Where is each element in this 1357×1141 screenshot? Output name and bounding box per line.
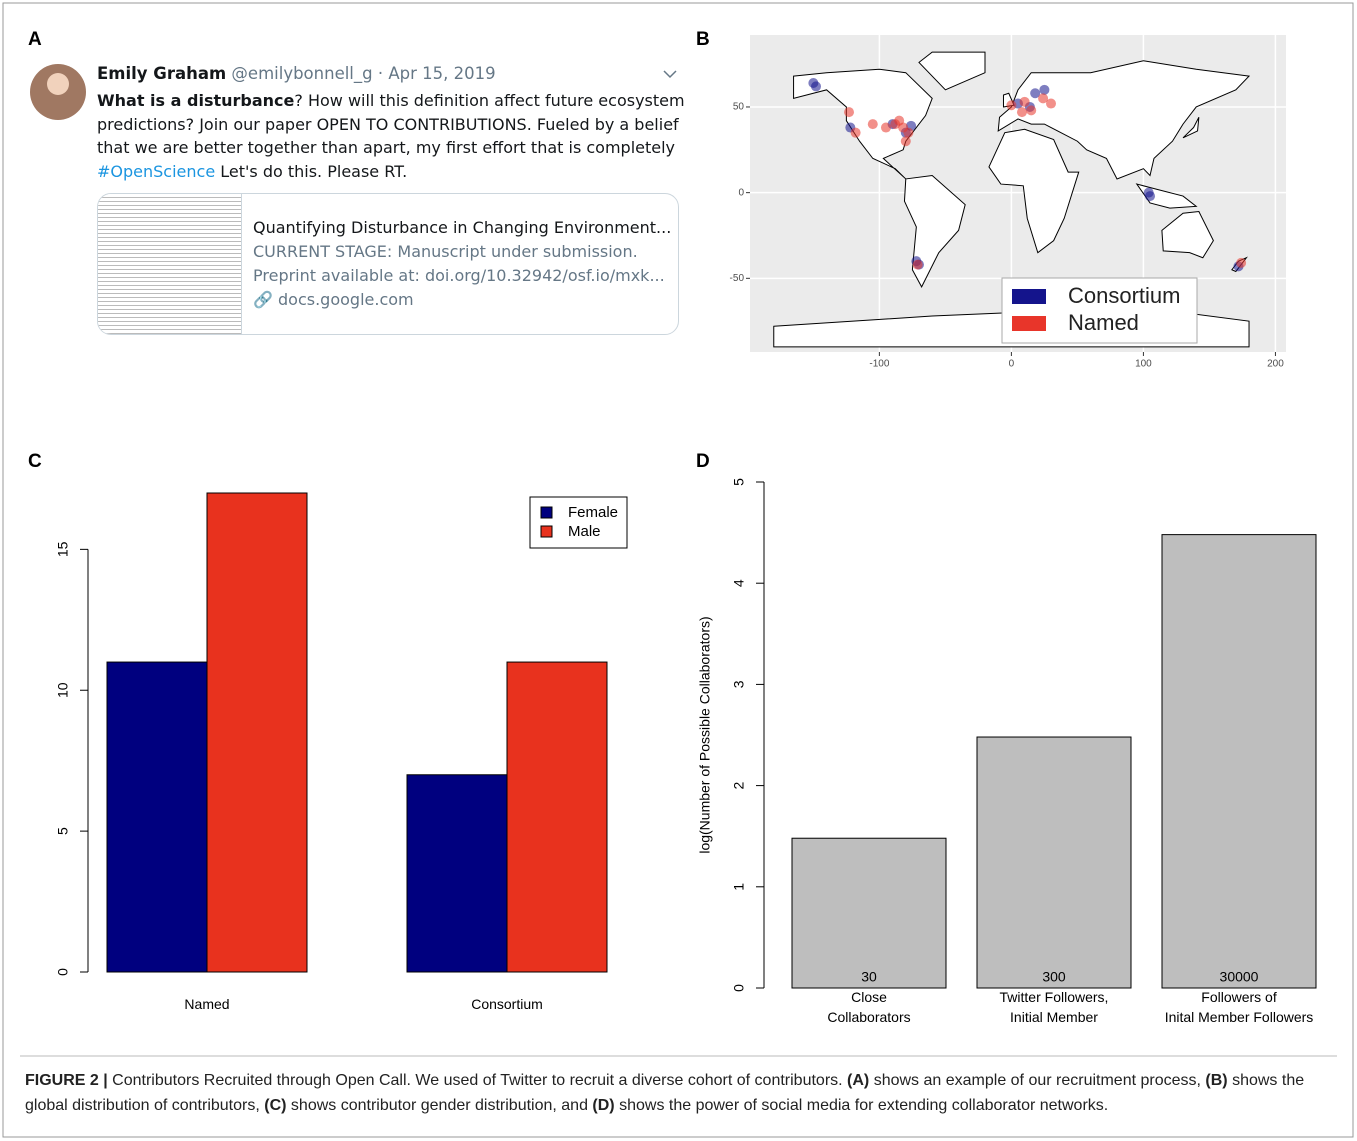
point (1144, 188, 1154, 198)
tweet-text: Let's do this. Please RT. (215, 162, 407, 181)
y-tick-label: 4 (731, 579, 747, 587)
bar (207, 493, 307, 972)
point (868, 119, 878, 129)
point (808, 78, 818, 88)
y-tick-label: 0 (731, 984, 747, 992)
point (901, 136, 911, 146)
x-tick-label: Twitter Followers, Initial Member (1000, 989, 1109, 1025)
point (903, 128, 913, 138)
x-tick-label: 200 (1267, 359, 1284, 370)
panel-label: A (28, 29, 42, 50)
y-tick-label: 1 (731, 883, 747, 891)
bar-count: 30000 (1220, 969, 1259, 985)
card-link: 🔗 docs.google.com (253, 288, 671, 312)
caption-text: (B) (1205, 1072, 1227, 1089)
tweet-header: Emily Graham @emilybonnell_g · Apr 15, 2… (97, 64, 496, 83)
bar-count: 30 (861, 969, 877, 985)
card-thumbnail (98, 194, 242, 334)
x-tick-label-line: Inital Member Followers (1165, 1009, 1314, 1025)
point (913, 260, 923, 270)
point (844, 107, 854, 117)
legend-swatch (541, 507, 552, 518)
legend-swatch (1012, 289, 1046, 304)
x-tick-label-line: Consortium (471, 996, 543, 1012)
panel-label: D (696, 451, 710, 472)
bar (107, 662, 207, 972)
x-tick-label: -100 (869, 359, 889, 370)
card-line: Preprint available at: doi.org/10.32942/… (253, 264, 671, 288)
x-tick-label-line: Close (851, 989, 887, 1005)
legend-label: Consortium (1068, 283, 1180, 308)
caption-text: Contributors Recruited through Open Call… (108, 1072, 847, 1089)
tweet-author: Emily Graham (97, 64, 226, 83)
bar (407, 775, 507, 972)
legend-swatch (541, 526, 552, 537)
point (1017, 107, 1027, 117)
tweet-text: #OpenScience (97, 162, 215, 181)
y-tick-label: 0 (738, 187, 744, 198)
x-tick-label-line: Named (184, 996, 229, 1012)
avatar-face (47, 73, 69, 95)
y-tick-label: 2 (731, 781, 747, 789)
point (1020, 97, 1030, 107)
x-tick-label: 100 (1135, 359, 1152, 370)
panel-label: B (696, 29, 710, 50)
legend-label: Female (568, 504, 618, 521)
bar (792, 838, 946, 988)
bar (977, 737, 1131, 988)
point (1006, 100, 1016, 110)
point (881, 123, 891, 133)
caption-text: shows contributor gender distribution, a… (286, 1097, 592, 1114)
y-axis-label: log(Number of Possible Collaborators) (697, 616, 713, 853)
legend-label: Named (1068, 310, 1139, 335)
card-text: Quantifying Disturbance in Changing Envi… (253, 216, 671, 312)
tweet-text: What is a disturbance (97, 91, 294, 110)
caption-text: (D) (592, 1097, 614, 1114)
caption-text: (A) (847, 1072, 869, 1089)
figure: A B C D -1000100200-50050ConsortiumNamed… (0, 0, 1357, 1141)
x-tick-label-line: Followers of (1201, 989, 1277, 1005)
legend-label: Male (568, 523, 601, 540)
card-line: CURRENT STAGE: Manuscript under submissi… (253, 240, 671, 264)
x-tick-label: 0 (1009, 359, 1015, 370)
point (1039, 85, 1049, 95)
card-title: Quantifying Disturbance in Changing Envi… (253, 216, 671, 240)
link-card[interactable]: Quantifying Disturbance in Changing Envi… (97, 193, 679, 335)
caption-text: FIGURE 2 | (25, 1072, 108, 1089)
point (1236, 258, 1246, 268)
y-tick-label: -50 (730, 273, 745, 284)
x-tick-label-line: Initial Member (1010, 1009, 1098, 1025)
legend-swatch (1012, 316, 1046, 331)
bar (1162, 535, 1316, 988)
bar-count: 300 (1042, 969, 1066, 985)
y-tick-label: 5 (731, 478, 747, 486)
tweet-meta: @emilybonnell_g · Apr 15, 2019 (231, 64, 495, 83)
card-link-text: docs.google.com (278, 290, 414, 309)
tweet-body: What is a disturbance? How will this def… (97, 89, 687, 183)
x-tick-label-line: Collaborators (827, 1009, 910, 1025)
panel-label: C (28, 451, 42, 472)
caption-text: (C) (264, 1097, 286, 1114)
y-tick-label: 0 (55, 968, 71, 976)
caption-text: shows an example of our recruitment proc… (869, 1072, 1205, 1089)
y-tick-label: 10 (55, 682, 71, 698)
caption-text: shows the power of social media for exte… (615, 1097, 1109, 1114)
point (1046, 99, 1056, 109)
caption: FIGURE 2 | Contributors Recruited throug… (25, 1069, 1325, 1118)
bar (507, 662, 607, 972)
x-tick-label: Close Collaborators (827, 989, 910, 1025)
y-tick-label: 5 (55, 827, 71, 835)
y-tick-label: 50 (733, 102, 745, 113)
point (1026, 105, 1036, 115)
chevron (664, 71, 676, 77)
point (851, 128, 861, 138)
x-tick-label: Followers of Inital Member Followers (1165, 989, 1314, 1025)
y-tick-label: 15 (55, 541, 71, 557)
x-tick-label: Consortium (471, 996, 543, 1012)
y-tick-label: 3 (731, 680, 747, 688)
x-tick-label: Named (184, 996, 229, 1012)
x-tick-label-line: Twitter Followers, (1000, 989, 1109, 1005)
